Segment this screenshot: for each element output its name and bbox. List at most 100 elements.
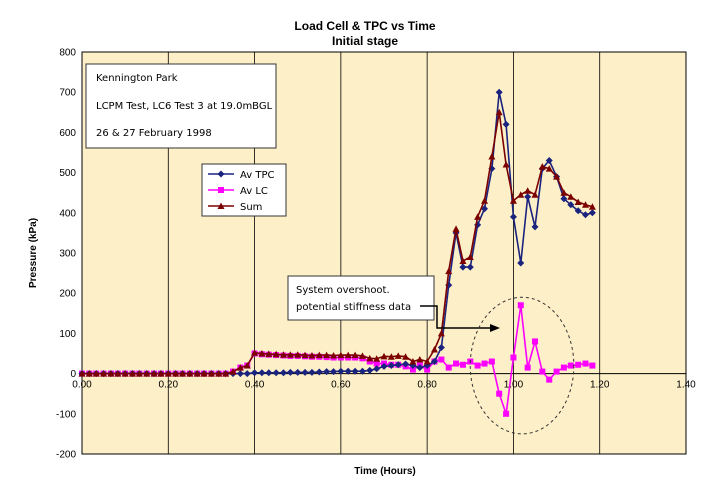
point-av-tpc-43 bbox=[387, 362, 395, 370]
point-sum-53 bbox=[459, 257, 467, 265]
point-av-tpc-58 bbox=[495, 88, 503, 96]
point-av-tpc-41 bbox=[373, 365, 381, 373]
annotation-arrow-line bbox=[420, 305, 492, 329]
y-tick-label-10: 800 bbox=[59, 48, 76, 59]
point-sum-15 bbox=[186, 370, 194, 377]
point-av-tpc-62 bbox=[524, 193, 532, 201]
info-site: Kennington Park bbox=[96, 73, 178, 84]
point-sum-60 bbox=[509, 197, 517, 204]
point-sum-48 bbox=[423, 358, 431, 365]
point-av-tpc-53 bbox=[459, 263, 467, 271]
point-av-lc-64 bbox=[539, 368, 546, 375]
point-av-tpc-65 bbox=[545, 157, 553, 165]
point-sum-46 bbox=[409, 358, 417, 365]
y-tick-labels: -200 -100 0 100 200 300 400 500 600 700 800 bbox=[56, 48, 76, 461]
point-av-tpc-24 bbox=[251, 369, 259, 377]
info-box: Kennington Park LCPM Test, LC6 Test 3 at… bbox=[85, 63, 277, 149]
point-av-tpc-45 bbox=[402, 360, 410, 368]
y-tick-label-0: -200 bbox=[56, 450, 76, 461]
point-sum-36 bbox=[337, 351, 345, 359]
chart-title: Load Cell & TPC vs Time bbox=[294, 19, 435, 33]
point-av-tpc-29 bbox=[286, 368, 294, 376]
point-av-lc-59 bbox=[503, 410, 510, 417]
point-av-lc-70 bbox=[582, 360, 589, 367]
point-sum-50 bbox=[437, 329, 445, 337]
y-tick-label-8: 600 bbox=[59, 128, 76, 139]
point-av-lc-60 bbox=[510, 354, 517, 361]
point-sum-62 bbox=[524, 187, 532, 194]
point-sum-18 bbox=[207, 370, 215, 377]
point-sum-55 bbox=[474, 213, 482, 220]
legend-marker-av-lc bbox=[218, 187, 224, 193]
x-tick-label-2: 0.40 bbox=[245, 380, 265, 391]
x-tick-label-5: 1.00 bbox=[504, 380, 524, 391]
point-sum-39 bbox=[358, 352, 366, 359]
point-av-lc-57 bbox=[488, 358, 495, 365]
point-sum-20 bbox=[222, 370, 230, 377]
point-av-tpc-47 bbox=[416, 364, 424, 372]
point-sum-32 bbox=[308, 352, 316, 359]
point-sum-51 bbox=[445, 267, 453, 275]
point-av-tpc-44 bbox=[394, 361, 402, 369]
legend-marker-sum bbox=[217, 202, 225, 209]
y-tick-label-3: 100 bbox=[59, 329, 76, 340]
point-sum-22 bbox=[236, 364, 244, 371]
point-av-lc-40 bbox=[366, 358, 373, 365]
point-av-lc-51 bbox=[445, 364, 452, 371]
point-av-tpc-69 bbox=[574, 207, 582, 215]
point-sum-12 bbox=[164, 370, 172, 377]
point-sum-6 bbox=[121, 370, 129, 377]
point-av-tpc-33 bbox=[315, 368, 323, 376]
point-av-lc-68 bbox=[567, 362, 574, 369]
point-sum-69 bbox=[574, 198, 582, 205]
x-tick-labels: 0.00 0.20 0.40 0.60 0.80 1.00 1.20 1.40 bbox=[72, 380, 696, 391]
point-sum-67 bbox=[560, 189, 568, 196]
legend-marker-av-tpc bbox=[217, 170, 225, 178]
point-av-tpc-49 bbox=[430, 358, 438, 366]
point-sum-16 bbox=[193, 370, 201, 377]
chart-subtitle: Initial stage bbox=[332, 34, 398, 48]
series-group bbox=[78, 88, 596, 417]
point-sum-30 bbox=[294, 351, 302, 358]
x-tick-label-6: 1.20 bbox=[590, 380, 610, 391]
point-av-tpc-30 bbox=[294, 368, 302, 376]
point-sum-11 bbox=[157, 370, 165, 377]
annotation-line-2: potential stiffness data bbox=[296, 302, 411, 313]
point-av-tpc-38 bbox=[351, 367, 359, 375]
point-sum-57 bbox=[488, 153, 496, 160]
point-sum-10 bbox=[150, 370, 158, 377]
y-tick-label-6: 400 bbox=[59, 208, 76, 219]
point-av-lc-58 bbox=[496, 390, 503, 397]
point-av-lc-41 bbox=[373, 360, 380, 367]
annotation-line-1: System overshoot. bbox=[296, 285, 390, 296]
annotation-box bbox=[287, 275, 435, 321]
point-av-tpc-67 bbox=[560, 195, 568, 203]
point-av-tpc-71 bbox=[588, 209, 596, 217]
point-av-lc-50 bbox=[438, 356, 445, 363]
point-sum-8 bbox=[135, 370, 143, 377]
point-sum-23 bbox=[243, 362, 251, 369]
point-av-lc-66 bbox=[553, 368, 560, 375]
series-sum bbox=[78, 108, 596, 377]
point-sum-3 bbox=[100, 370, 108, 377]
point-sum-34 bbox=[323, 351, 331, 359]
point-sum-68 bbox=[567, 193, 575, 200]
legend-items bbox=[208, 170, 234, 209]
point-av-lc-55 bbox=[474, 362, 481, 369]
point-sum-4 bbox=[107, 370, 115, 377]
point-sum-47 bbox=[416, 356, 424, 363]
point-sum-5 bbox=[114, 370, 122, 377]
point-sum-54 bbox=[466, 253, 474, 261]
y-tick-label-4: 200 bbox=[59, 289, 76, 300]
info-date: 26 & 27 February 1998 bbox=[96, 128, 212, 139]
point-sum-44 bbox=[394, 352, 402, 359]
point-av-tpc-42 bbox=[380, 362, 388, 370]
annotation-circle bbox=[469, 296, 575, 435]
point-av-tpc-25 bbox=[258, 369, 266, 377]
point-sum-71 bbox=[588, 203, 596, 210]
point-av-lc-65 bbox=[546, 376, 553, 383]
point-av-tpc-27 bbox=[272, 369, 280, 377]
point-av-tpc-23 bbox=[243, 370, 251, 378]
info-box-frame bbox=[85, 63, 277, 149]
point-av-tpc-50 bbox=[437, 343, 445, 351]
